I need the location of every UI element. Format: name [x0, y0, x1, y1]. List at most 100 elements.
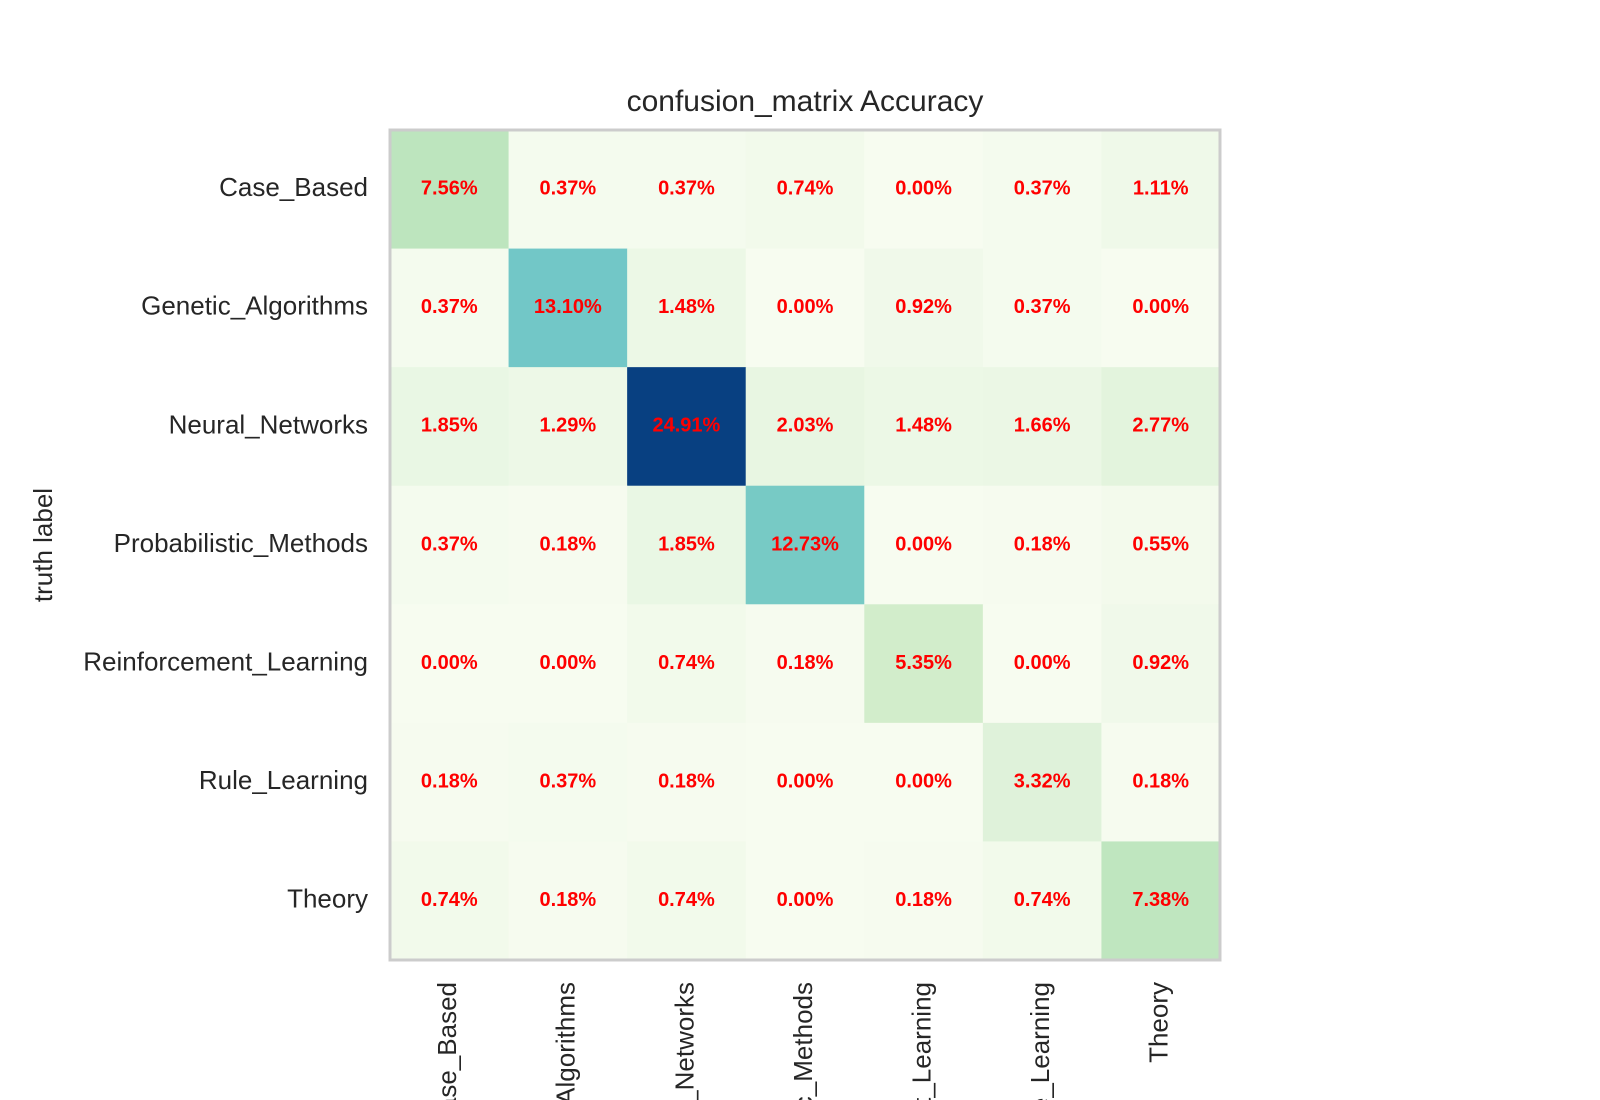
heatmap-cell	[982, 485, 1102, 605]
cell-label: 1.29%	[539, 415, 596, 437]
y-tick-label: Case_Based	[219, 172, 368, 202]
x-tick-label: Reinforcement_Learning	[906, 982, 936, 1100]
cell-label: 0.18%	[777, 652, 834, 674]
cell-label: 3.32%	[1014, 770, 1071, 792]
cell-label: 0.18%	[539, 889, 596, 911]
heatmap-cell	[508, 130, 628, 250]
cell-label: 0.00%	[1014, 652, 1071, 674]
heatmap-cell	[1101, 485, 1221, 605]
heatmap-cell	[864, 248, 984, 368]
cell-label: 0.18%	[1132, 770, 1189, 792]
heatmap-cell	[982, 722, 1102, 842]
heatmap-cell	[982, 604, 1102, 724]
heatmap-cell	[390, 130, 510, 250]
heatmap-cell	[745, 248, 865, 368]
cell-label: 0.37%	[539, 178, 596, 200]
cell-label: 5.35%	[895, 652, 952, 674]
cell-label: 1.85%	[658, 533, 715, 555]
heatmap-cell	[745, 130, 865, 250]
cell-label: 0.00%	[777, 889, 834, 911]
cell-label: 24.91%	[653, 415, 721, 437]
heatmap-cell	[627, 485, 747, 605]
heatmap-cell	[1101, 604, 1221, 724]
chart-title: confusion_matrix Accuracy	[627, 85, 984, 118]
cell-label: 0.74%	[1014, 889, 1071, 911]
heatmap-cell	[864, 367, 984, 487]
heatmap-cell	[1101, 130, 1221, 250]
cell-label: 0.37%	[421, 296, 478, 318]
heatmap-cell	[390, 485, 510, 605]
heatmap-cell	[982, 130, 1102, 250]
x-tick-label: Probabilistic_Methods	[788, 982, 818, 1100]
cell-label: 7.56%	[421, 178, 478, 200]
cell-label: 0.74%	[777, 178, 834, 200]
cell-label: 0.92%	[1132, 652, 1189, 674]
heatmap-cell	[982, 248, 1102, 368]
heatmap-cell	[864, 722, 984, 842]
heatmap-cell	[390, 841, 510, 961]
cell-label: 0.37%	[1014, 178, 1071, 200]
heatmap-cell	[745, 367, 865, 487]
cell-label: 0.18%	[895, 889, 952, 911]
heatmap-cell	[745, 485, 865, 605]
heatmap-cell	[745, 841, 865, 961]
heatmap-cell	[864, 485, 984, 605]
cell-label: 7.38%	[1132, 889, 1189, 911]
cell-label: 0.00%	[895, 770, 952, 792]
cell-label: 0.37%	[658, 178, 715, 200]
heatmap-cell	[508, 841, 628, 961]
cell-label: 0.74%	[658, 652, 715, 674]
y-tick-label: Probabilistic_Methods	[114, 528, 368, 558]
plot-frame	[388, 128, 1222, 962]
heatmap-cell	[390, 367, 510, 487]
heatmap-cell	[745, 722, 865, 842]
cell-label: 12.73%	[771, 533, 839, 555]
cell-label: 0.18%	[658, 770, 715, 792]
cell-label: 0.37%	[1014, 296, 1071, 318]
heatmap-cell	[508, 604, 628, 724]
cell-label: 0.92%	[895, 296, 952, 318]
cell-label: 0.00%	[895, 178, 952, 200]
heatmap-cell	[1101, 248, 1221, 368]
y-tick-label: Reinforcement_Learning	[83, 646, 368, 676]
cell-label: 1.66%	[1014, 415, 1071, 437]
cell-label: 0.18%	[1014, 533, 1071, 555]
x-tick-label: Rule_Learning	[1025, 982, 1055, 1100]
heatmap-cell	[745, 604, 865, 724]
heatmap-cell	[1101, 722, 1221, 842]
cell-label: 1.48%	[895, 415, 952, 437]
heatmap-cell	[508, 248, 628, 368]
heatmap-cell	[1101, 367, 1221, 487]
cell-label: 0.74%	[421, 889, 478, 911]
x-tick-label: Case_Based	[432, 982, 462, 1100]
cell-label: 0.37%	[539, 770, 596, 792]
cell-label: 0.18%	[421, 770, 478, 792]
heatmap-cell	[864, 130, 984, 250]
cell-label: 0.37%	[421, 533, 478, 555]
cell-label: 0.74%	[658, 889, 715, 911]
y-tick-label: Rule_Learning	[199, 765, 368, 795]
heatmap-cell	[508, 367, 628, 487]
cell-label: 0.00%	[895, 533, 952, 555]
y-tick-label: Theory	[287, 884, 368, 914]
cell-label: 0.00%	[777, 296, 834, 318]
cell-label: 2.77%	[1132, 415, 1189, 437]
heatmap-cell	[627, 604, 747, 724]
y-tick-label: Neural_Networks	[169, 409, 368, 439]
cell-label: 0.00%	[539, 652, 596, 674]
heatmap-cell	[864, 604, 984, 724]
cell-label: 0.00%	[777, 770, 834, 792]
x-tick-label: Neural_Networks	[669, 982, 699, 1100]
heatmap-cell	[1101, 841, 1221, 961]
y-axis-label: truth label	[28, 488, 58, 602]
heatmap-cell	[627, 367, 747, 487]
heatmap-cell	[508, 485, 628, 605]
heatmap-cell	[627, 130, 747, 250]
x-tick-label: Theory	[1144, 982, 1174, 1063]
heatmap-cell	[627, 841, 747, 961]
heatmap-cell	[864, 841, 984, 961]
heatmap-cell	[627, 722, 747, 842]
cell-label: 0.00%	[421, 652, 478, 674]
cell-label: 13.10%	[534, 296, 602, 318]
